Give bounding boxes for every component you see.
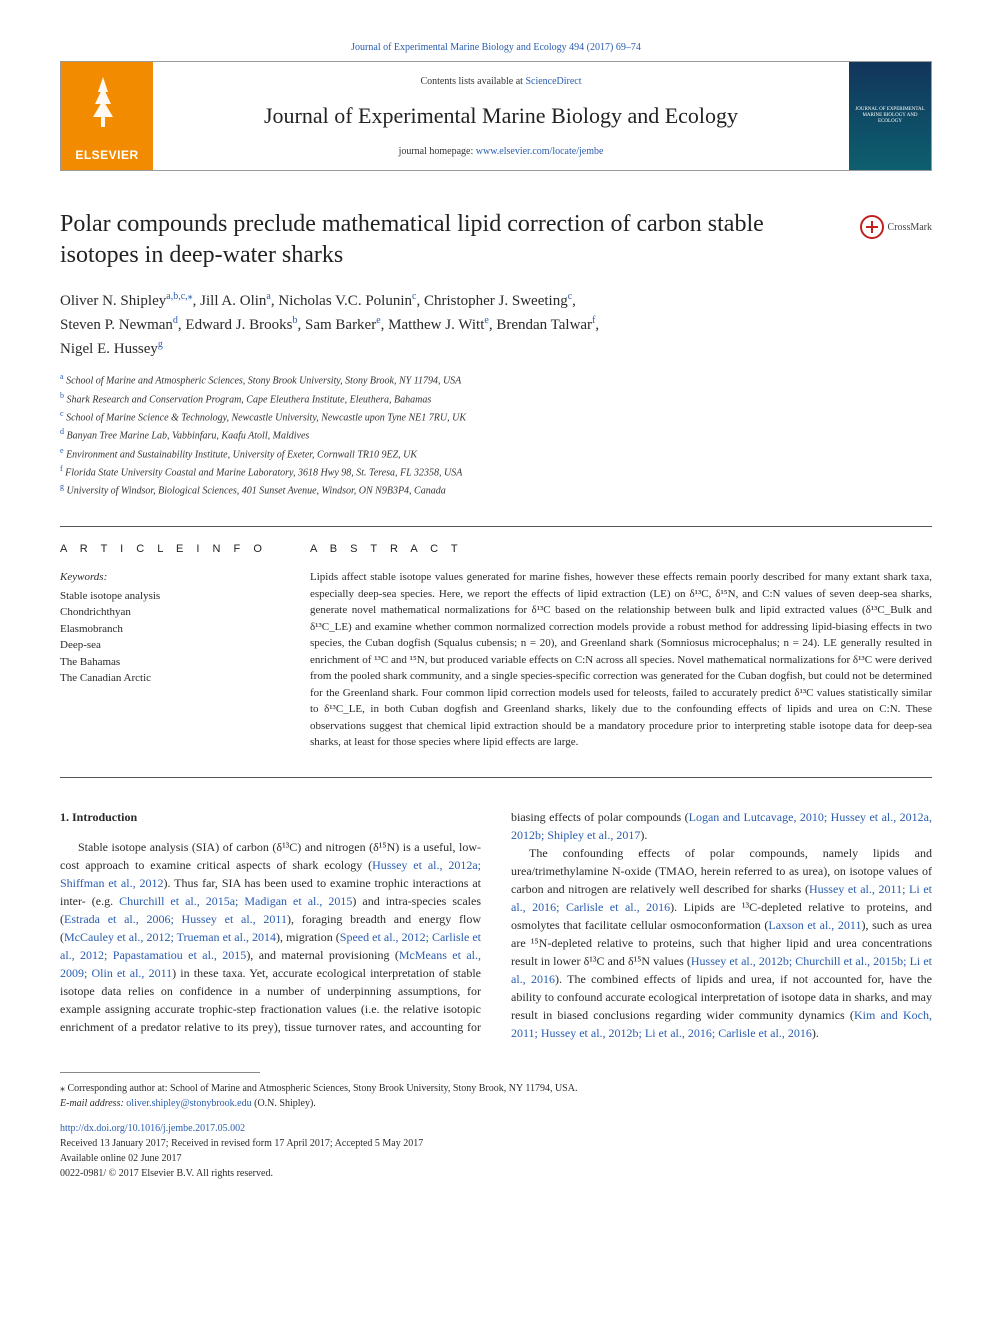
author-sep: ,	[572, 293, 576, 309]
doi-link[interactable]: http://dx.doi.org/10.1016/j.jembe.2017.0…	[60, 1123, 245, 1134]
affiliation: a School of Marine and Atmospheric Scien…	[60, 371, 932, 389]
author-affil-link[interactable]: g	[158, 339, 163, 350]
journal-homepage-link[interactable]: www.elsevier.com/locate/jembe	[476, 146, 604, 157]
keywords-label: Keywords:	[60, 569, 270, 586]
email-line: E-mail address: oliver.shipley@stonybroo…	[60, 1096, 932, 1111]
author-name: , Christopher J. Sweeting	[416, 293, 567, 309]
homepage-prefix: journal homepage:	[399, 146, 476, 157]
abstract-heading: A B S T R A C T	[310, 541, 932, 558]
author-name: , Edward J. Brooks	[178, 317, 293, 333]
affiliation: e Environment and Sustainability Institu…	[60, 445, 932, 463]
citation-link[interactable]: Churchill et al., 2015a; Madigan et al.,…	[119, 894, 352, 908]
intro-heading: 1. Introduction	[60, 808, 481, 826]
keyword: The Canadian Arctic	[60, 670, 270, 687]
body-text: ), migration (	[276, 930, 340, 944]
copyright: 0022-0981/ © 2017 Elsevier B.V. All righ…	[60, 1166, 932, 1181]
email-link[interactable]: oliver.shipley@stonybrook.edu	[126, 1098, 251, 1109]
citation-link[interactable]: McCauley et al., 2012; Trueman et al., 2…	[64, 930, 276, 944]
journal-header: ELSEVIER Contents lists available at Sci…	[60, 61, 932, 171]
affil-text: School of Marine Science & Technology, N…	[64, 412, 466, 423]
affil-text: School of Marine and Atmospheric Science…	[64, 376, 462, 387]
journal-name: Journal of Experimental Marine Biology a…	[264, 99, 738, 132]
keyword: Elasmobranch	[60, 621, 270, 638]
divider	[60, 526, 932, 527]
affiliation: b Shark Research and Conservation Progra…	[60, 390, 932, 408]
article-info-heading: A R T I C L E I N F O	[60, 541, 270, 558]
affil-text: Florida State University Coastal and Mar…	[63, 467, 463, 478]
author-name: , Jill A. Olin	[193, 293, 267, 309]
affil-text: University of Windsor, Biological Scienc…	[64, 486, 446, 497]
contents-line: Contents lists available at ScienceDirec…	[420, 74, 581, 89]
crossmark-widget[interactable]: CrossMark	[860, 215, 932, 239]
contents-prefix: Contents lists available at	[420, 76, 525, 87]
footnote-divider	[60, 1072, 260, 1073]
affiliations-block: a School of Marine and Atmospheric Scien…	[60, 371, 932, 499]
author-name: , Matthew J. Witt	[381, 317, 485, 333]
email-suffix: (O.N. Shipley).	[252, 1098, 316, 1109]
abstract-text: Lipids affect stable isotope values gene…	[310, 569, 932, 751]
author-name: , Sam Barker	[297, 317, 376, 333]
elsevier-brand-text: ELSEVIER	[75, 146, 138, 164]
journal-reference: Journal of Experimental Marine Biology a…	[60, 40, 932, 55]
article-title: Polar compounds preclude mathematical li…	[60, 209, 840, 271]
affiliation: f Florida State University Coastal and M…	[60, 463, 932, 481]
body-text: ).	[812, 1026, 819, 1040]
keyword: Deep-sea	[60, 637, 270, 654]
citation-link[interactable]: Estrada et al., 2006; Hussey et al., 201…	[64, 912, 287, 926]
divider	[60, 777, 932, 778]
homepage-line: journal homepage: www.elsevier.com/locat…	[399, 144, 604, 159]
affiliation: d Banyan Tree Marine Lab, Vabbinfaru, Ka…	[60, 426, 932, 444]
author-affil-link[interactable]: a,b,c,⁎	[166, 291, 192, 302]
body-text: ), and maternal provisioning (	[246, 948, 399, 962]
available-date: Available online 02 June 2017	[60, 1151, 932, 1166]
corresponding-author: ⁎ Corresponding author at: School of Mar…	[60, 1081, 932, 1096]
affil-text: Environment and Sustainability Institute…	[64, 449, 418, 460]
keywords-list: Stable isotope analysis Chondrichthyan E…	[60, 588, 270, 687]
intro-paragraph: The confounding effects of polar compoun…	[511, 844, 932, 1042]
author-name: , Nicholas V.C. Polunin	[271, 293, 412, 309]
affiliation: g University of Windsor, Biological Scie…	[60, 481, 932, 499]
citation-link[interactable]: Laxson et al., 2011	[768, 918, 861, 932]
elsevier-logo: ELSEVIER	[61, 62, 153, 170]
crossmark-label: CrossMark	[888, 220, 932, 235]
journal-cover-thumbnail: JOURNAL OF EXPERIMENTAL MARINE BIOLOGY A…	[849, 62, 931, 170]
author-name: Nigel E. Hussey	[60, 341, 158, 357]
crossmark-icon	[860, 215, 884, 239]
keyword: The Bahamas	[60, 654, 270, 671]
author-name: , Brendan Talwar	[489, 317, 592, 333]
author-name: Steven P. Newman	[60, 317, 173, 333]
received-dates: Received 13 January 2017; Received in re…	[60, 1136, 932, 1151]
email-label: E-mail address:	[60, 1098, 126, 1109]
authors-block: Oliver N. Shipleya,b,c,⁎, Jill A. Olina,…	[60, 289, 932, 361]
affil-text: Shark Research and Conservation Program,…	[64, 394, 431, 405]
affiliation: c School of Marine Science & Technology,…	[60, 408, 932, 426]
elsevier-tree-icon	[73, 72, 133, 132]
body-text: ).	[640, 828, 647, 842]
author-sep: ,	[595, 317, 599, 333]
keyword: Stable isotope analysis	[60, 588, 270, 605]
cover-text: JOURNAL OF EXPERIMENTAL MARINE BIOLOGY A…	[853, 107, 927, 125]
affil-text: Banyan Tree Marine Lab, Vabbinfaru, Kaaf…	[64, 431, 309, 442]
keyword: Chondrichthyan	[60, 604, 270, 621]
footer-block: ⁎ Corresponding author at: School of Mar…	[60, 1081, 932, 1181]
sciencedirect-link[interactable]: ScienceDirect	[525, 76, 581, 87]
author-name: Oliver N. Shipley	[60, 293, 166, 309]
